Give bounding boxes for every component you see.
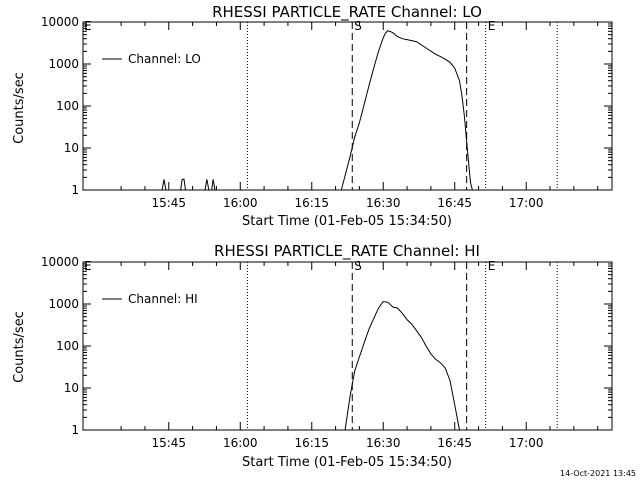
y-tick-label: 1000	[48, 297, 79, 311]
x-tick-label: 16:45	[437, 436, 472, 450]
y-axis-label: Counts/sec	[12, 311, 27, 383]
marker-label: S	[354, 19, 362, 33]
y-tick-label: 1	[71, 183, 79, 197]
series-line	[344, 300, 460, 431]
y-tick-label: 1	[71, 423, 79, 437]
marker-label: E	[84, 259, 92, 273]
y-tick-label: 10	[64, 381, 79, 395]
chart-title: RHESSI PARTICLE_RATE Channel: HI	[214, 242, 480, 261]
y-axis-label: Counts/sec	[12, 72, 27, 144]
timestamp-stamp: 14-Oct-2021 13:45	[560, 469, 636, 478]
legend-label: Channel: HI	[128, 292, 198, 306]
marker-label: E	[488, 19, 496, 33]
x-tick-label: 16:30	[366, 436, 401, 450]
x-axis-label: Start Time (01-Feb-05 15:34:50)	[242, 455, 452, 470]
chart-panel-hi: RHESSI PARTICLE_RATE Channel: HI Start T…	[12, 242, 613, 470]
chart-title: RHESSI PARTICLE_RATE Channel: LO	[212, 3, 482, 22]
marker-label: E	[84, 19, 92, 33]
y-tick-label: 100	[56, 339, 79, 353]
y-tick-label: 100	[56, 99, 79, 113]
x-tick-label: 16:45	[437, 196, 472, 210]
x-tick-label: 17:00	[509, 436, 544, 450]
x-tick-label: 15:45	[151, 436, 186, 450]
legend-label: Channel: LO	[128, 52, 201, 66]
marker-label: S	[354, 259, 362, 273]
x-tick-label: 16:00	[223, 436, 258, 450]
series-line	[161, 30, 473, 191]
y-tick-label: 10000	[41, 15, 79, 29]
plot-frame	[82, 261, 613, 431]
x-tick-label: 16:15	[294, 196, 329, 210]
x-tick-label: 15:45	[151, 196, 186, 210]
y-tick-label: 10	[64, 141, 79, 155]
y-tick-label: 1000	[48, 57, 79, 71]
x-tick-label: 17:00	[509, 196, 544, 210]
x-tick-label: 16:30	[366, 196, 401, 210]
marker-label: E	[488, 259, 496, 273]
chart-panel-lo: RHESSI PARTICLE_RATE Channel: LO Start T…	[12, 3, 613, 229]
x-tick-label: 16:00	[223, 196, 258, 210]
x-axis-label: Start Time (01-Feb-05 15:34:50)	[242, 214, 452, 229]
x-tick-label: 16:15	[294, 436, 329, 450]
y-tick-label: 10000	[41, 255, 79, 269]
